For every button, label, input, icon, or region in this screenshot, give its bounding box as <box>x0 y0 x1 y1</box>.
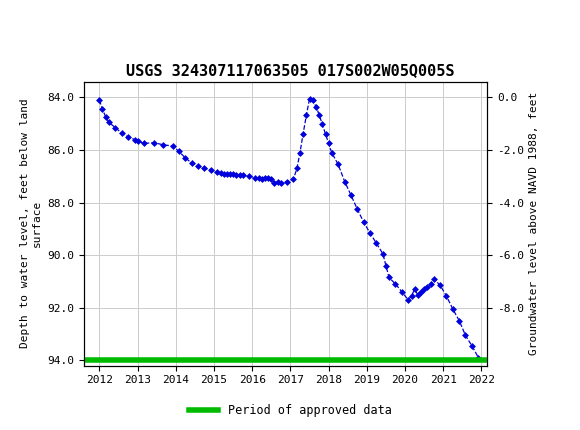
Y-axis label: Groundwater level above NAVD 1988, feet: Groundwater level above NAVD 1988, feet <box>530 92 539 355</box>
Text: ≈USGS: ≈USGS <box>7 14 78 31</box>
Y-axis label: Depth to water level, feet below land
surface: Depth to water level, feet below land su… <box>20 99 42 348</box>
Text: USGS 324307117063505 017S002W05Q005S: USGS 324307117063505 017S002W05Q005S <box>126 63 454 78</box>
Legend: Period of approved data: Period of approved data <box>184 399 396 422</box>
